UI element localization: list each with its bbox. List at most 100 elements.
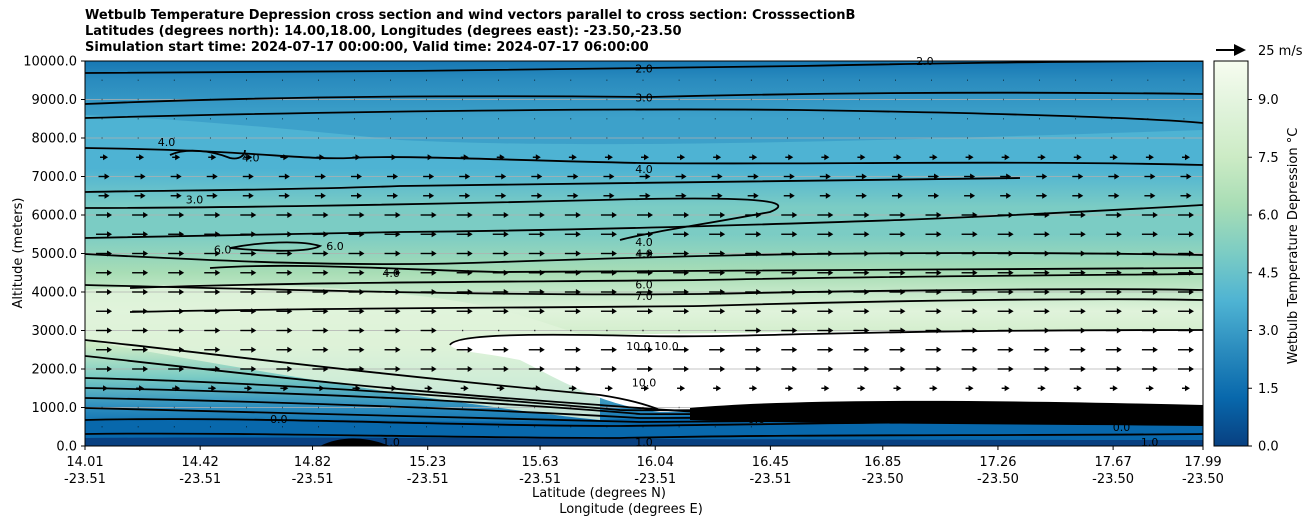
wind-vector — [1105, 366, 1122, 372]
wind-vector — [853, 346, 870, 353]
wind-vector — [96, 269, 113, 276]
contour-label: 6.0 — [214, 244, 232, 257]
wind-vector — [1145, 154, 1154, 161]
wind-vector — [853, 212, 870, 218]
wind-vector — [208, 385, 217, 392]
wind-vector — [312, 231, 329, 238]
contour-label: 6.0 — [635, 278, 653, 291]
y-tick-label: 1000.0 — [32, 401, 78, 416]
y-tick-label: 3000.0 — [32, 324, 78, 339]
contour-label: 1.0 — [382, 436, 400, 449]
wind-vector — [711, 173, 723, 180]
wind-vector — [600, 346, 617, 353]
x-tick-label-lat: 16.04 — [637, 455, 674, 470]
colorbar-tick-label: 1.5 — [1258, 382, 1279, 397]
wind-vector — [528, 231, 545, 238]
wind-vector — [889, 250, 906, 257]
wind-vector — [242, 192, 254, 199]
wind-vector — [1105, 308, 1122, 315]
x-axis-label-1: Latitude (degrees N) — [532, 486, 666, 501]
wind-vector — [709, 231, 726, 238]
wind-vector — [745, 269, 762, 276]
wind-vector — [314, 173, 326, 180]
wind-vector — [276, 212, 293, 218]
wind-vector — [925, 231, 942, 238]
wind-vector — [204, 289, 221, 295]
wind-vector — [456, 269, 473, 276]
x-tick-label-lon: -23.51 — [292, 472, 334, 487]
wind-vector — [312, 212, 329, 218]
wind-vector — [316, 385, 325, 392]
wind-vector — [891, 192, 903, 199]
contour-label: 4.0 — [158, 136, 176, 149]
wind-vector — [420, 212, 437, 218]
wind-vector — [961, 250, 978, 257]
wind-vector — [132, 346, 149, 353]
wind-vector — [889, 327, 906, 334]
wind-vector — [567, 173, 579, 180]
wind-vector — [1036, 173, 1048, 180]
wind-vector — [1181, 154, 1190, 161]
wind-vector — [424, 385, 433, 392]
wind-vector — [889, 308, 906, 315]
wind-vector — [528, 250, 545, 257]
wind-vector — [132, 269, 149, 276]
wind-vector — [709, 289, 726, 295]
wind-vector — [276, 231, 293, 238]
wind-vector — [893, 154, 902, 161]
wind-vector — [204, 212, 221, 218]
wind-vector — [673, 308, 690, 315]
wind-vector — [925, 269, 942, 276]
wind-vector — [564, 346, 581, 353]
wind-vector — [170, 173, 182, 180]
wind-vector — [745, 327, 762, 334]
wind-vector — [312, 366, 329, 372]
x-tick-label-lon: -23.51 — [407, 472, 449, 487]
wind-vector — [1073, 385, 1082, 392]
wind-vector — [459, 173, 471, 180]
wind-vector — [677, 154, 686, 161]
wind-vector — [384, 366, 401, 372]
wind-vector — [925, 308, 942, 315]
contour-label: 10.0 — [632, 376, 657, 389]
wind-vector — [603, 173, 615, 180]
wind-vector — [600, 308, 617, 315]
wind-vector — [857, 154, 866, 161]
wind-vector — [384, 231, 401, 238]
contour-label: 2.0 — [635, 63, 653, 76]
wind-vector — [528, 308, 545, 315]
wind-vector — [961, 212, 978, 218]
wind-vector — [855, 173, 867, 180]
wind-vector — [96, 231, 113, 238]
colorbar-label: Wetbulb Temperature Depression °C — [1286, 128, 1301, 365]
wind-vector — [132, 366, 149, 372]
wind-vector — [168, 231, 185, 238]
wind-vector — [172, 154, 181, 161]
wind-vector — [348, 289, 365, 295]
contour-label: 4.0 — [635, 248, 653, 261]
wind-vector — [1109, 385, 1118, 392]
wind-vector — [709, 308, 726, 315]
wind-vector — [1069, 366, 1086, 372]
wind-vector — [997, 327, 1014, 334]
wind-vector — [745, 289, 762, 295]
wind-vector — [1033, 212, 1050, 218]
wind-vector — [1177, 289, 1194, 295]
wind-vector — [168, 289, 185, 295]
x-tick-label-lon: -23.50 — [1092, 472, 1134, 487]
wind-vector — [1069, 289, 1086, 295]
wind-vector — [564, 231, 581, 238]
wind-vector — [567, 192, 579, 199]
y-tick-label: 10000.0 — [23, 55, 77, 70]
wind-vector — [387, 173, 399, 180]
wind-vector — [1069, 231, 1086, 238]
wind-vector — [673, 289, 690, 295]
wind-vector — [1037, 385, 1046, 392]
wind-vector — [1109, 154, 1118, 161]
wind-vector — [929, 154, 938, 161]
wind-vector — [965, 154, 974, 161]
wind-vector — [206, 192, 218, 199]
wind-vector — [673, 231, 690, 238]
wind-vector — [456, 250, 473, 257]
wind-vector — [420, 346, 437, 353]
